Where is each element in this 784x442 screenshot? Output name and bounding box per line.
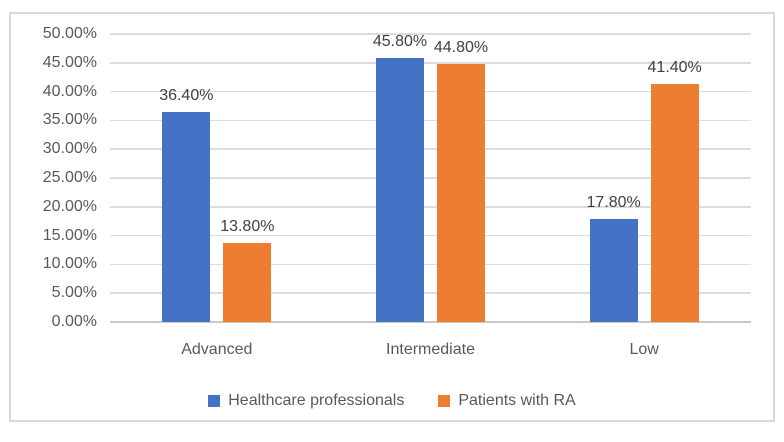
- gridline: [110, 263, 751, 266]
- data-label: 36.40%: [159, 87, 214, 105]
- gridline: [110, 119, 751, 122]
- y-axis-label: 50.00%: [42, 25, 97, 42]
- data-label: 17.80%: [586, 194, 641, 212]
- y-axis-label: 5.00%: [51, 284, 97, 302]
- gridline: [110, 206, 751, 208]
- legend-item-healthcare-professionals: Healthcare professionals: [208, 392, 404, 410]
- gridline: [110, 148, 751, 150]
- y-axis-label: 30.00%: [42, 140, 97, 158]
- x-axis-line: [110, 321, 751, 323]
- legend-swatch-icon: [208, 395, 221, 407]
- bar-healthcare-professionals-intermediate: [376, 58, 424, 322]
- gridline: [110, 234, 751, 237]
- y-axis-label: 15.00%: [42, 226, 97, 244]
- legend-label: Healthcare professionals: [228, 392, 405, 409]
- gridline: [110, 33, 751, 35]
- y-axis-label: 35.00%: [42, 111, 97, 129]
- bar-healthcare-professionals-low: [589, 219, 638, 322]
- y-axis-label: 0.00%: [51, 313, 97, 330]
- y-axis-label: 20.00%: [42, 197, 97, 215]
- gridline: [110, 90, 751, 93]
- y-axis-label: 25.00%: [42, 169, 97, 186]
- y-axis-label: 10.00%: [42, 255, 97, 273]
- bar-patients-with-ra-advanced: [223, 242, 272, 322]
- category-label-low: Low: [629, 341, 659, 358]
- gridline: [110, 177, 751, 179]
- data-label: 45.80%: [372, 33, 428, 51]
- y-axis-label: 40.00%: [42, 82, 97, 100]
- data-label: 44.80%: [433, 38, 489, 56]
- chart-frame: 50.00% 45.00% 40.00% 35.00% 30.00% 25.00% 20.0…: [9, 12, 775, 422]
- data-label: 13.80%: [220, 217, 275, 235]
- gridline: [110, 62, 751, 64]
- gridline: [110, 292, 751, 294]
- legend-label: Patients with RA: [458, 392, 576, 409]
- category-label-advanced: Advanced: [181, 341, 253, 358]
- legend: Healthcare professionals Patients with RA: [11, 392, 773, 410]
- category-label-intermediate: Intermediate: [386, 341, 475, 358]
- legend-swatch-icon: [438, 395, 451, 407]
- bar-patients-with-ra-intermediate: [437, 63, 485, 322]
- data-label: 41.40%: [647, 58, 702, 76]
- y-axis-label: 45.00%: [42, 53, 97, 71]
- bar-healthcare-professionals-advanced: [162, 112, 211, 322]
- legend-item-patients-with-ra: Patients with RA: [438, 392, 576, 410]
- bar-patients-with-ra-low: [650, 83, 699, 322]
